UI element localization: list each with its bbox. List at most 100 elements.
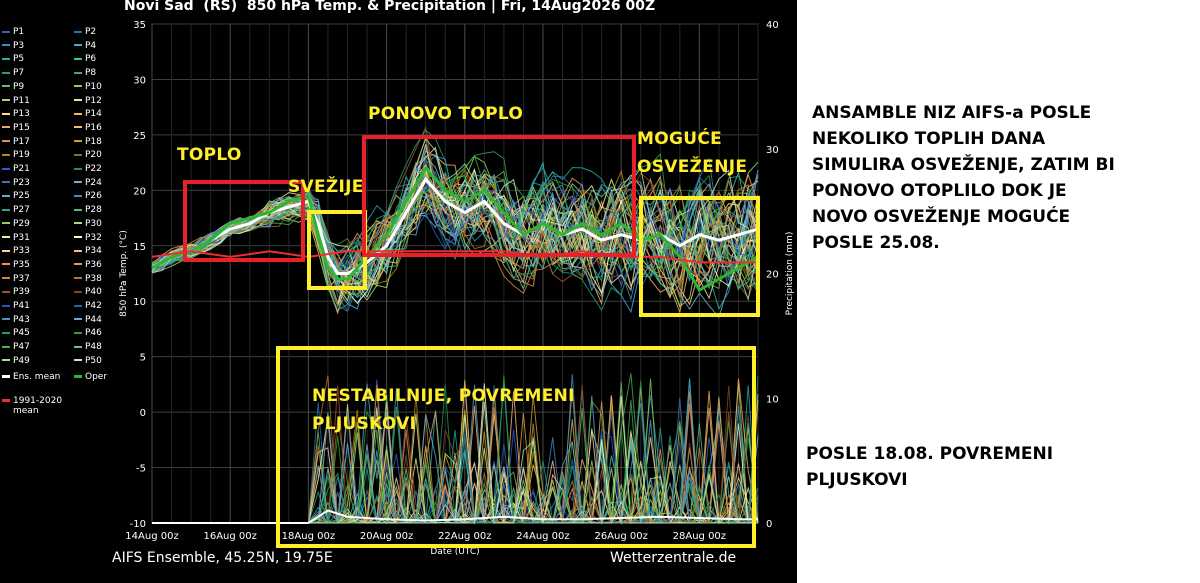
legend-item-p11: P11 — [2, 95, 30, 107]
legend-swatch — [2, 236, 10, 238]
warm-period-box — [183, 180, 305, 262]
legend-label: P17 — [13, 136, 30, 147]
legend-item-p18: P18 — [74, 136, 102, 148]
legend-swatch — [2, 30, 10, 33]
precip-mean-line — [152, 509, 758, 524]
legend-label: P47 — [13, 342, 30, 353]
legend-item-p36: P36 — [74, 259, 102, 271]
showers-comment-line: POSLE 18.08. POVREMENI — [806, 444, 1054, 464]
legend-label: P9 — [13, 81, 25, 92]
legend-item-p15: P15 — [2, 122, 30, 134]
x-tick-label: 20Aug 00z — [360, 531, 413, 542]
legend-swatch — [74, 181, 82, 184]
legend-swatch — [74, 331, 82, 334]
legend-label: P38 — [85, 273, 102, 284]
label-pljuskovi: PLJUSKOVI — [312, 414, 417, 434]
legend-item-p3: P3 — [2, 40, 24, 52]
y-axis-title-right: Precipitation (mm) — [785, 232, 795, 316]
legend-item-p40: P40 — [74, 286, 102, 298]
label-svezije: SVEŽIJE — [288, 177, 364, 197]
legend-swatch — [74, 374, 82, 378]
legend-swatch — [2, 112, 10, 115]
legend-swatch — [74, 208, 82, 211]
legend-swatch — [74, 249, 82, 252]
legend-swatch — [74, 126, 82, 129]
legend-item-p6: P6 — [74, 53, 96, 65]
legend-label: P24 — [85, 177, 102, 188]
legend-item-p21: P21 — [2, 163, 30, 175]
legend-item-p32: P32 — [74, 232, 102, 244]
legend-item-p30: P30 — [74, 218, 102, 230]
forecast-comment-line: NOVO OSVEŽENJE MOGUĆE — [812, 207, 1071, 227]
legend-label: P21 — [13, 164, 30, 174]
legend-item-p23: P23 — [2, 177, 30, 189]
legend-item-p49: P49 — [2, 355, 30, 367]
legend-swatch — [2, 153, 10, 156]
climate-mean-line — [151, 250, 758, 264]
legend-item-p2: P2 — [74, 26, 96, 38]
x-axis-title: Date (UTC) — [430, 547, 479, 557]
legend-label: P6 — [85, 54, 97, 65]
legend-swatch — [74, 304, 82, 307]
y-tick-label-left: 30 — [133, 75, 146, 86]
legend-label: P29 — [13, 218, 30, 229]
legend-item-p19: P19 — [2, 149, 30, 161]
x-tick-label: 24Aug 00z — [516, 531, 569, 542]
legend-swatch — [74, 71, 82, 74]
legend-item-p26: P26 — [74, 190, 102, 202]
legend-swatch — [74, 99, 82, 101]
forecast-comment-line: SIMULIRA OSVEŽENJE, ZATIM BI — [812, 155, 1115, 175]
legend-swatch — [2, 99, 10, 101]
legend-item-p1: P1 — [2, 26, 24, 38]
y-tick-label-left: 35 — [133, 20, 146, 31]
legend-item-p45: P45 — [2, 327, 30, 339]
legend-item-p34: P34 — [74, 245, 102, 257]
y-tick-label-left: -10 — [130, 519, 146, 530]
legend-swatch — [2, 167, 10, 170]
y-tick-label-left: 15 — [133, 242, 146, 253]
legend-label: P37 — [13, 273, 30, 284]
legend-swatch — [74, 85, 82, 88]
legend-swatch — [2, 57, 10, 60]
legend-swatch — [2, 290, 10, 293]
y-axis-title-left: 850 hPa Temp. (°C) — [119, 230, 129, 317]
legend-item-p8: P8 — [74, 67, 96, 79]
legend-item-p48: P48 — [74, 341, 102, 353]
chart-title: Novi Sad (RS) 850 hPa Temp. & Precipitat… — [124, 0, 656, 14]
legend-label: P23 — [13, 177, 30, 188]
y-tick-label-left: 0 — [140, 408, 146, 419]
legend-swatch — [2, 304, 10, 307]
legend-swatch — [74, 30, 82, 33]
legend-item-p35: P35 — [2, 259, 30, 271]
y-tick-label-right: 40 — [766, 20, 779, 31]
legend-item-p41: P41 — [2, 300, 30, 312]
forecast-comment: ANSAMBLE NIZ AIFS-a POSLE NEKOLIKO TOPLIH… — [812, 100, 1115, 256]
legend-item-p7: P7 — [2, 67, 24, 79]
legend-label: P12 — [85, 95, 102, 106]
y-tick-label-left: 10 — [133, 297, 146, 308]
legend-item-p12: P12 — [74, 95, 102, 107]
legend-label: P8 — [85, 68, 97, 79]
legend-item-p33: P33 — [2, 245, 30, 257]
legend-label: P4 — [85, 40, 97, 51]
legend-item-p4: P4 — [74, 40, 96, 52]
legend-item-p28: P28 — [74, 204, 102, 216]
legend-swatch — [74, 345, 82, 348]
legend-label: P15 — [13, 122, 30, 133]
legend-label: P13 — [13, 109, 30, 120]
legend-item-p37: P37 — [2, 273, 30, 285]
legend-label: P18 — [85, 136, 102, 147]
y-tick-label-left: -5 — [136, 464, 146, 475]
legend-label: P36 — [85, 259, 102, 270]
legend-item-special: 1991-2020 — [2, 395, 62, 407]
x-tick-label: 26Aug 00z — [594, 531, 647, 542]
legend-label: P10 — [85, 81, 102, 92]
cooling-possible-box — [639, 196, 760, 317]
forecast-comment-line: PONOVO OTOPLILO DOK JE — [812, 181, 1067, 201]
legend-swatch — [2, 398, 10, 402]
legend-swatch — [74, 57, 82, 60]
legend-item-p25: P25 — [2, 190, 30, 202]
legend-item-p9: P9 — [2, 81, 24, 93]
legend-item-p47: P47 — [2, 341, 30, 353]
legend-label: P43 — [13, 314, 30, 325]
